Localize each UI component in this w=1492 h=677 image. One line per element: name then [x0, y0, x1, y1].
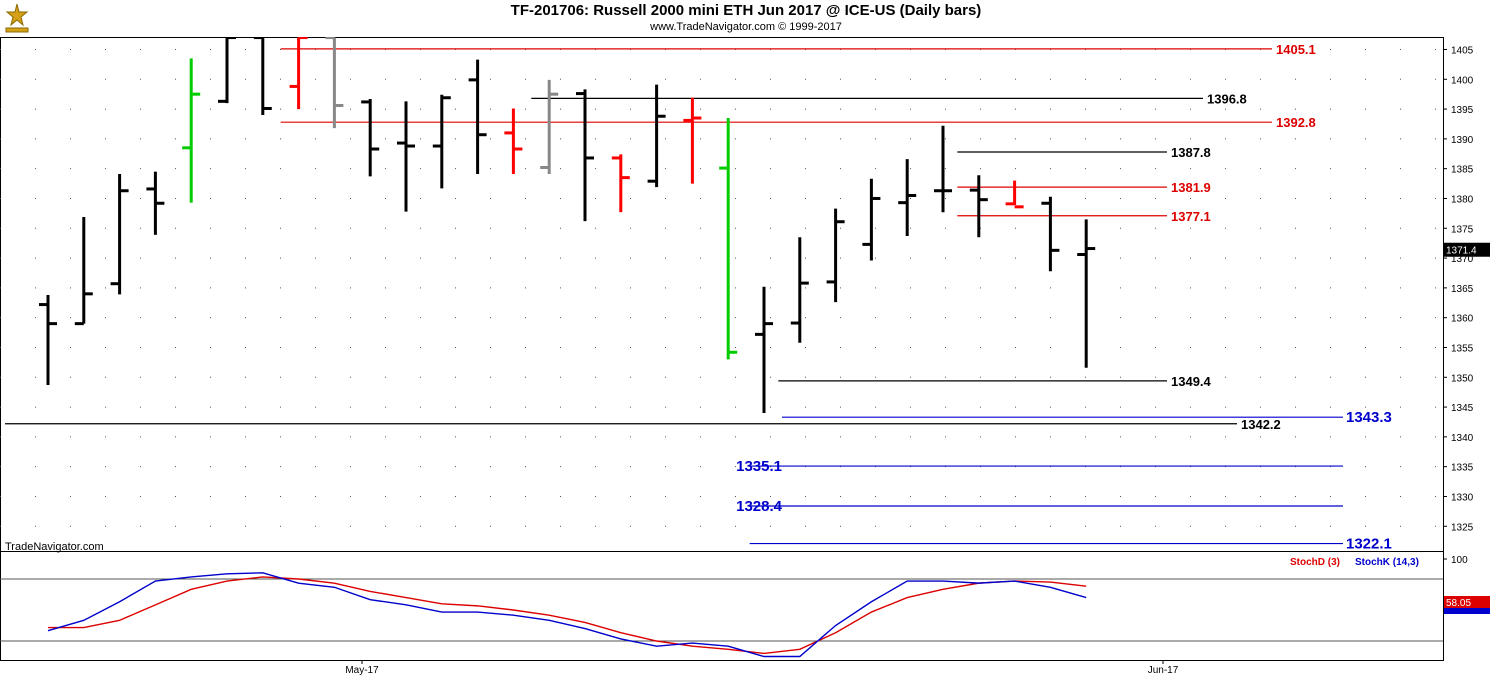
ohlc-bar	[790, 237, 809, 343]
last-stoch-marker: 58.05	[1444, 596, 1490, 614]
ohlc-bar	[611, 154, 630, 213]
y-tick-label: 1340	[1451, 433, 1474, 444]
ohlc-bar	[361, 98, 380, 177]
last-stoch-label: 58.05	[1446, 598, 1471, 609]
ohlc-bar	[647, 84, 666, 188]
ohlc-bar	[898, 159, 917, 237]
level-label: 1322.1	[1346, 536, 1392, 553]
y-tick-label: 1330	[1451, 492, 1474, 503]
level-label: 1392.8	[1276, 115, 1316, 130]
y-tick-label: 1380	[1451, 194, 1474, 205]
ohlc-bar	[468, 59, 487, 175]
ohlc-bar	[110, 174, 129, 295]
ohlc-bar	[253, 37, 272, 116]
chart-title: TF-201706: Russell 2000 mini ETH Jun 201…	[510, 2, 982, 19]
ohlc-bar	[146, 171, 165, 235]
ohlc-bar	[218, 37, 236, 104]
stoch-tick-label: 100	[1451, 555, 1468, 566]
y-tick-label: 1395	[1451, 105, 1474, 116]
plot-frame	[0, 37, 1444, 661]
ohlc-bar	[826, 208, 845, 303]
last-price-box	[1444, 242, 1490, 257]
y-tick-label: 1365	[1451, 284, 1474, 295]
level-label: 1343.3	[1346, 409, 1392, 426]
price-grid	[0, 48, 1443, 527]
ohlc-bar	[432, 94, 451, 189]
level-lines	[5, 48, 1343, 545]
y-tick-label: 1350	[1451, 373, 1474, 384]
last-price-label: 1371.4	[1446, 246, 1477, 257]
x-tick-label: May-17	[345, 665, 379, 676]
level-label: 1381.9	[1171, 180, 1211, 195]
y-tick-label: 1360	[1451, 314, 1474, 325]
price-y-axis: 1325 1330 1335 1340 1345 1350 1355 1360 1365 1370…	[1443, 45, 1474, 533]
ohlc-bar	[1041, 196, 1060, 272]
y-tick-label: 1345	[1451, 403, 1474, 414]
gold-bull-icon	[2, 2, 32, 34]
y-tick-label: 1355	[1451, 343, 1474, 354]
chart-subtitle: www.TradeNavigator.com © 1999-2017	[650, 21, 842, 33]
stoch-panel: 100 StochD (3) StochK (14,3)	[0, 555, 1468, 658]
ohlc-bar	[74, 216, 93, 326]
level-label: 1349.4	[1171, 374, 1212, 389]
ohlc-bar	[755, 286, 773, 414]
y-tick-label: 1375	[1451, 224, 1474, 235]
y-tick-label: 1370	[1451, 254, 1474, 265]
ohlc-bar	[397, 101, 415, 212]
x-tick-label: Jun-17	[1148, 665, 1179, 676]
ohlc-bar	[289, 37, 308, 110]
level-label: 1405.1	[1276, 42, 1316, 57]
ohlc-bars	[39, 37, 1096, 414]
ohlc-bar	[862, 178, 881, 261]
y-tick-label: 1385	[1451, 165, 1474, 176]
ohlc-bar	[39, 295, 57, 386]
watermark: TradeNavigator.com	[5, 541, 104, 553]
y-tick-label: 1390	[1451, 135, 1474, 146]
ohlc-bar	[576, 89, 594, 222]
level-label: 1396.8	[1207, 91, 1247, 106]
ohlc-bar	[934, 125, 952, 213]
last-price-marker: 1371.4	[1444, 242, 1490, 257]
legend-stoch-d: StochD (3)	[1290, 557, 1340, 568]
ohlc-bar	[325, 37, 344, 129]
stoch-d-line	[48, 576, 1087, 655]
ohlc-bar	[1077, 219, 1096, 368]
level-labels: 1405.1 1396.8 1392.8 1387.8 1381.9 1377.1 1349…	[736, 42, 1392, 553]
ohlc-bar	[540, 79, 559, 175]
last-stoch-box	[1444, 596, 1490, 608]
level-label: 1328.4	[736, 498, 783, 515]
y-tick-label: 1400	[1451, 75, 1474, 86]
legend-stoch-k: StochK (14,3)	[1355, 557, 1419, 568]
stoch-k-line	[47, 572, 1087, 658]
level-label: 1387.8	[1171, 145, 1211, 160]
level-label: 1377.1	[1171, 209, 1211, 224]
ohlc-bar	[683, 97, 702, 184]
ohlc-bar	[1005, 180, 1024, 209]
x-axis: May-17 Jun-17	[345, 660, 1179, 676]
ohlc-bar	[182, 58, 201, 203]
level-label: 1342.2	[1241, 417, 1281, 432]
ohlc-bar	[504, 108, 523, 175]
ohlc-bar	[969, 175, 988, 238]
level-label: 1335.1	[736, 458, 782, 475]
y-tick-label: 1335	[1451, 463, 1474, 474]
y-tick-label: 1325	[1451, 522, 1474, 533]
y-tick-label: 1405	[1451, 45, 1474, 56]
ohlc-bar	[719, 118, 738, 360]
